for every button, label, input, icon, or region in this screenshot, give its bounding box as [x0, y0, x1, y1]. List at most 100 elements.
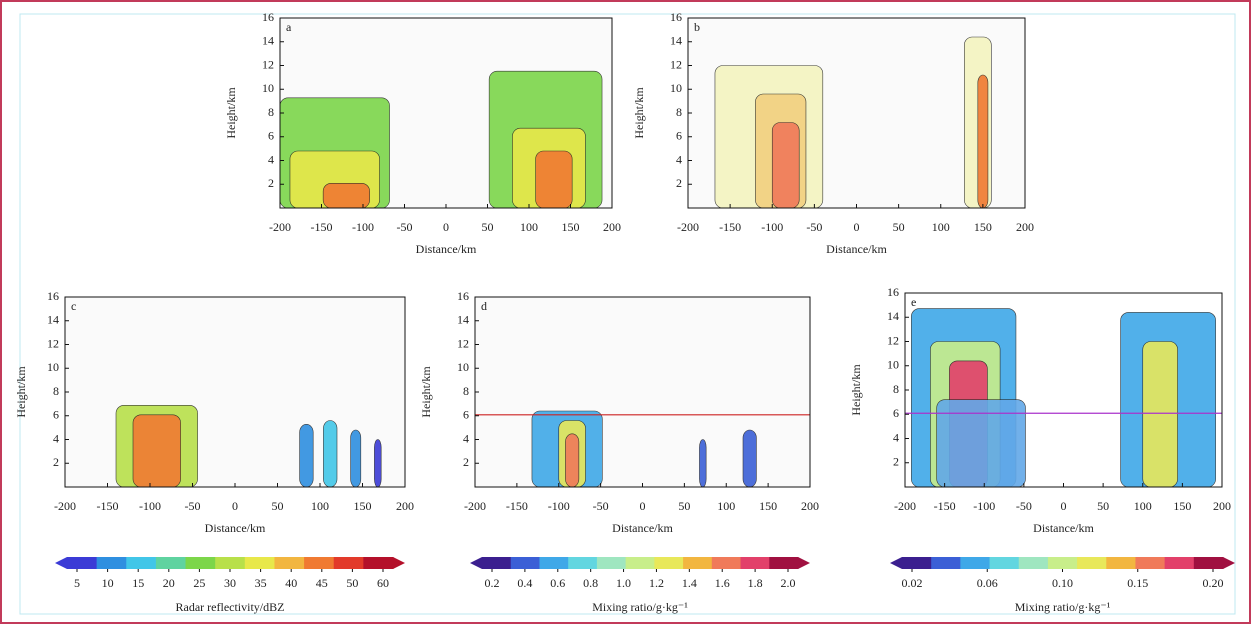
colorbar-tick-label: 1.0: [616, 576, 631, 590]
x-tick-label: 50: [1097, 499, 1109, 513]
panel-label: b: [694, 20, 700, 34]
field-contour: [350, 429, 362, 488]
y-tick-label: 6: [463, 408, 469, 422]
colorbar-tick-label: 50: [346, 576, 358, 590]
y-tick-label: 12: [457, 336, 469, 350]
y-tick-label: 4: [893, 430, 899, 444]
x-tick-label: 150: [1173, 499, 1191, 513]
x-axis-label: Distance/km: [205, 521, 266, 535]
x-tick-label: 50: [893, 220, 905, 234]
y-tick-label: 12: [262, 57, 274, 71]
x-tick-label: -50: [806, 220, 822, 234]
x-tick-label: -200: [54, 499, 76, 513]
panel-label: a: [286, 20, 292, 34]
colorbar-swatch: [155, 557, 187, 569]
colorbar-swatch: [274, 557, 305, 569]
x-tick-label: 0: [443, 220, 449, 234]
colorbar-tick-label: 0.6: [550, 576, 565, 590]
colorbar-tick-label: 10: [102, 576, 114, 590]
x-tick-label: -150: [719, 220, 741, 234]
colorbar-tick-label: 0.2: [485, 576, 500, 590]
colorbar-swatch: [711, 557, 742, 569]
y-tick-label: 16: [47, 289, 59, 303]
colorbar-arrow: [470, 557, 482, 569]
colorbar-arrow: [798, 557, 810, 569]
inner-border: [19, 13, 1236, 615]
colorbar-swatch: [126, 557, 157, 569]
colorbar-swatch: [568, 557, 598, 569]
y-tick-label: 12: [887, 333, 899, 347]
y-tick-label: 10: [670, 81, 682, 95]
colorbar-swatch: [1018, 557, 1049, 569]
colorbar-arrow: [55, 557, 67, 569]
x-tick-label: -150: [311, 220, 333, 234]
y-tick-label: 6: [676, 129, 682, 143]
x-tick-label: -100: [352, 220, 374, 234]
y-axis-label: Height/km: [224, 87, 238, 139]
y-tick-label: 2: [268, 176, 274, 190]
x-tick-label: -200: [269, 220, 291, 234]
colorbar-tick-label: 25: [193, 576, 205, 590]
y-tick-label: 2: [53, 455, 59, 469]
x-tick-label: -200: [677, 220, 699, 234]
y-tick-label: 6: [268, 129, 274, 143]
colorbar-tick-label: 0.06: [977, 576, 998, 590]
y-tick-label: 8: [463, 384, 469, 398]
x-tick-label: -200: [464, 499, 486, 513]
colorbar-swatch: [625, 557, 655, 569]
colorbar-label: Mixing ratio/g·kg⁻¹: [1015, 600, 1111, 614]
y-tick-label: 8: [268, 105, 274, 119]
colorbar-swatch: [333, 557, 364, 569]
x-tick-label: 150: [562, 220, 580, 234]
plot-area: [475, 297, 810, 487]
field-contour: [565, 433, 580, 488]
colorbar-swatch: [596, 557, 627, 569]
y-tick-label: 4: [53, 431, 59, 445]
colorbar-swatch: [683, 557, 713, 569]
colorbar-tick-label: 15: [132, 576, 144, 590]
y-tick-label: 12: [47, 336, 59, 350]
x-tick-label: 0: [1061, 499, 1067, 513]
x-tick-label: -200: [894, 499, 916, 513]
colorbar-tick-label: 0.10: [1052, 576, 1073, 590]
colorbar-swatch: [363, 557, 394, 569]
x-tick-label: 100: [311, 499, 329, 513]
colorbar-swatch: [482, 557, 512, 569]
x-tick-label: -50: [1016, 499, 1032, 513]
y-tick-label: 14: [457, 313, 469, 327]
y-tick-label: 6: [53, 408, 59, 422]
y-axis-label: Height/km: [632, 87, 646, 139]
y-tick-label: 6: [893, 406, 899, 420]
x-tick-label: -150: [506, 499, 528, 513]
x-tick-label: 50: [272, 499, 284, 513]
x-tick-label: 150: [759, 499, 777, 513]
colorbar-swatch: [510, 557, 540, 569]
y-tick-label: 8: [676, 105, 682, 119]
colorbar-tick-label: 45: [316, 576, 328, 590]
colorbar-swatch: [989, 557, 1020, 569]
y-tick-label: 14: [887, 309, 899, 323]
colorbar-swatch: [960, 557, 991, 569]
x-axis-label: Distance/km: [612, 521, 673, 535]
panel-label: c: [71, 299, 76, 313]
colorbar-tick-label: 60: [377, 576, 389, 590]
colorbar-swatch: [96, 557, 127, 569]
x-tick-label: -100: [548, 499, 570, 513]
x-axis-label: Distance/km: [826, 242, 887, 256]
x-tick-label: 200: [801, 499, 819, 513]
colorbar-tick-label: 0.8: [583, 576, 598, 590]
y-tick-label: 10: [47, 360, 59, 374]
x-tick-label: 0: [232, 499, 238, 513]
colorbar-swatch: [1135, 557, 1166, 569]
colorbar-label: Radar reflectivity/dBZ: [176, 600, 285, 614]
x-tick-label: -50: [185, 499, 201, 513]
x-tick-label: -50: [397, 220, 413, 234]
x-tick-label: -100: [973, 499, 995, 513]
panel-label: e: [911, 295, 916, 309]
colorbar-tick-label: 1.6: [715, 576, 730, 590]
x-tick-label: 200: [603, 220, 621, 234]
colorbar-swatch: [1164, 557, 1195, 569]
colorbar-tick-label: 0.02: [902, 576, 923, 590]
colorbar-tick-label: 35: [255, 576, 267, 590]
